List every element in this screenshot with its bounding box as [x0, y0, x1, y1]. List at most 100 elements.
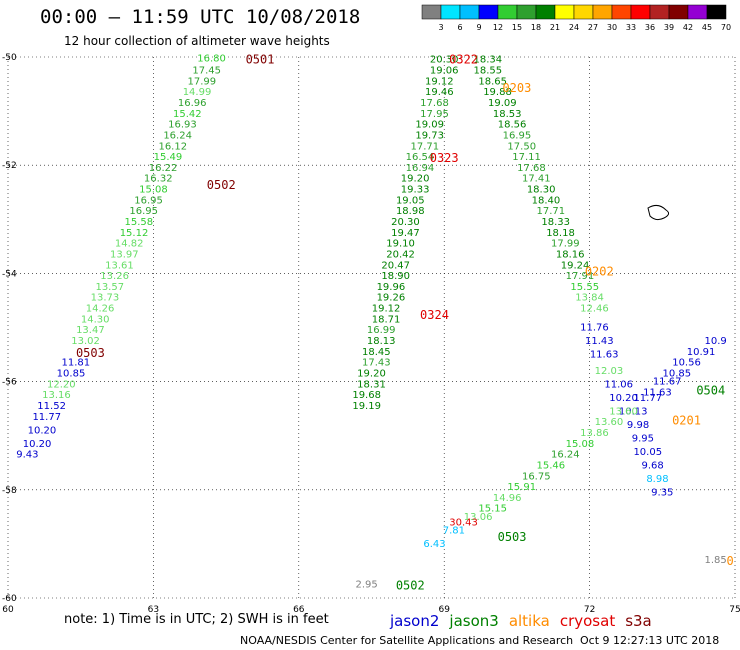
x-tick-label: 60: [2, 605, 14, 615]
swh-value: 11.06: [604, 379, 633, 390]
legend-label: 9: [476, 23, 481, 32]
swh-value: 16.75: [522, 471, 551, 482]
swh-value: 11.67: [653, 377, 682, 388]
y-tick-label: -56: [2, 378, 17, 388]
swh-value: 11.63: [643, 387, 672, 398]
swh-value: 19.24: [561, 260, 590, 271]
legend-label: 70: [721, 23, 731, 32]
mission-legend: jason2 jason3 altika cryosat s3a: [390, 612, 662, 630]
chart-subtitle: 12 hour collection of altimeter wave hei…: [64, 34, 330, 48]
swh-value: 19.09: [415, 120, 444, 131]
swh-value: 16.95: [503, 130, 532, 141]
pass-label: 0203: [502, 81, 531, 95]
swh-value: 18.34: [473, 55, 502, 66]
swh-value: 19.20: [357, 368, 386, 379]
swh-value: 16.99: [367, 325, 396, 336]
swh-value: 18.65: [478, 76, 507, 87]
swh-value: 20.42: [386, 249, 415, 260]
legend-swatch: [440, 4, 461, 20]
swh-value: 1.85: [704, 555, 726, 566]
swh-value: 18.71: [372, 314, 401, 325]
swh-value: 12.03: [595, 366, 624, 377]
swh-value: 20.30: [391, 217, 420, 228]
swh-value: 2.95: [356, 579, 378, 590]
legend-swatch: [459, 4, 480, 20]
swh-value: 13.57: [95, 282, 124, 293]
swh-value: 11.77: [32, 412, 61, 423]
swh-value: 18.56: [498, 120, 527, 131]
swh-value: 14.99: [183, 87, 212, 98]
swh-value: 9.95: [632, 433, 654, 444]
swh-value: 11.52: [37, 401, 66, 412]
swh-value: 17.71: [537, 206, 566, 217]
legend-label: 6: [457, 23, 462, 32]
swh-value: 13.60: [595, 417, 624, 428]
swh-value: 11.77: [633, 393, 662, 404]
x-tick-label: 69: [438, 605, 450, 615]
x-tick-label: 72: [584, 605, 595, 615]
y-tick-label: -52: [2, 161, 17, 171]
legend-label: 30: [607, 23, 617, 32]
pass-label: 0: [727, 554, 734, 568]
legend-label: 3: [438, 23, 443, 32]
legend-label: 45: [702, 23, 712, 32]
swh-value: 13.84: [575, 293, 604, 304]
swh-value: 12.46: [580, 304, 609, 315]
legend-label: 42: [683, 23, 693, 32]
swh-value: 19.12: [372, 304, 401, 315]
legend-label: 12: [493, 23, 503, 32]
y-tick-label: -54: [2, 269, 17, 279]
swh-value: 16.12: [158, 141, 187, 152]
legend-swatch: [611, 4, 632, 20]
swh-value: 18.13: [367, 336, 396, 347]
swh-value: 17.91: [566, 271, 595, 282]
swh-value: 13.47: [76, 325, 105, 336]
swh-value: 13.60: [609, 406, 638, 417]
swh-value: 14.82: [115, 239, 144, 250]
pass-label: 0501: [246, 53, 275, 67]
swh-value: 19.05: [396, 195, 425, 206]
swh-value: 15.08: [566, 439, 595, 450]
swh-value: 15.08: [139, 185, 168, 196]
swh-value: 18.31: [357, 379, 386, 390]
swh-value: 9.43: [16, 450, 38, 461]
swh-value: 13.02: [71, 336, 100, 347]
swh-value: 15.58: [125, 217, 154, 228]
swh-value: 17.99: [551, 239, 580, 250]
chart-title: 00:00 – 11:59 UTC 10/08/2018: [40, 6, 361, 28]
swh-value: 15.46: [537, 460, 566, 471]
swh-value: 10.20: [609, 393, 638, 404]
swh-value: 10.85: [663, 368, 692, 379]
swh-value: 19.12: [425, 76, 454, 87]
swh-value: 12.20: [47, 379, 76, 390]
swh-value: 19.46: [425, 87, 454, 98]
swh-value: 19.06: [430, 66, 459, 77]
swh-value: 11.63: [590, 350, 619, 361]
x-tick-label: 63: [148, 605, 159, 615]
swh-value: 16.94: [406, 163, 435, 174]
swh-value: 17.68: [420, 98, 449, 109]
pass-label: 0323: [430, 151, 459, 165]
swh-value: 17.43: [362, 358, 391, 369]
swh-value: 15.49: [154, 152, 183, 163]
swh-value: 16.95: [134, 195, 163, 206]
swh-value: 18.45: [362, 347, 391, 358]
legend-label: 18: [531, 23, 541, 32]
swh-value: 11.43: [585, 336, 614, 347]
footer-note: note: 1) Time is in UTC; 2) SWH is in fe…: [64, 612, 329, 627]
swh-value: 8.98: [646, 474, 668, 485]
swh-value: 18.16: [556, 249, 585, 260]
swh-value: 17.71: [410, 141, 439, 152]
swh-value: 14.26: [86, 304, 115, 315]
swh-value: 17.41: [522, 174, 551, 185]
swh-value: 19.09: [488, 98, 517, 109]
swh-value: 9.35: [651, 488, 673, 499]
credit-text: NOAA/NESDIS Center for Satellite Applica…: [240, 634, 574, 647]
swh-value: 10.20: [23, 439, 52, 450]
swh-value: 10.56: [672, 358, 701, 369]
swh-value: 9.68: [641, 460, 663, 471]
swh-value: 10.85: [57, 368, 86, 379]
swh-value: 13.61: [105, 260, 134, 271]
swh-value: 17.68: [517, 163, 546, 174]
swh-value: 16.22: [149, 163, 178, 174]
